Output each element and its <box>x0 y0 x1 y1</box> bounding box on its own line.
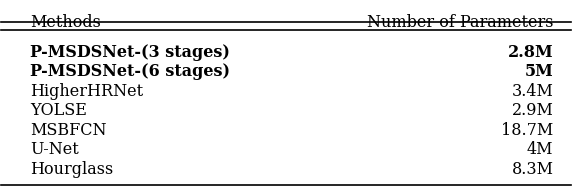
Text: 2.8M: 2.8M <box>508 44 554 61</box>
Text: 4M: 4M <box>527 141 554 158</box>
Text: Methods: Methods <box>30 14 101 31</box>
Text: 5M: 5M <box>525 63 554 80</box>
Text: P-MSDSNet-(6 stages): P-MSDSNet-(6 stages) <box>30 63 230 80</box>
Text: YOLSE: YOLSE <box>30 102 87 119</box>
Text: HigherHRNet: HigherHRNet <box>30 83 143 100</box>
Text: Hourglass: Hourglass <box>30 161 113 178</box>
Text: 8.3M: 8.3M <box>511 161 554 178</box>
Text: Number of Parameters: Number of Parameters <box>367 14 554 31</box>
Text: U-Net: U-Net <box>30 141 78 158</box>
Text: 3.4M: 3.4M <box>512 83 554 100</box>
Text: MSBFCN: MSBFCN <box>30 122 106 139</box>
Text: 2.9M: 2.9M <box>512 102 554 119</box>
Text: 18.7M: 18.7M <box>501 122 554 139</box>
Text: P-MSDSNet-(3 stages): P-MSDSNet-(3 stages) <box>30 44 230 61</box>
